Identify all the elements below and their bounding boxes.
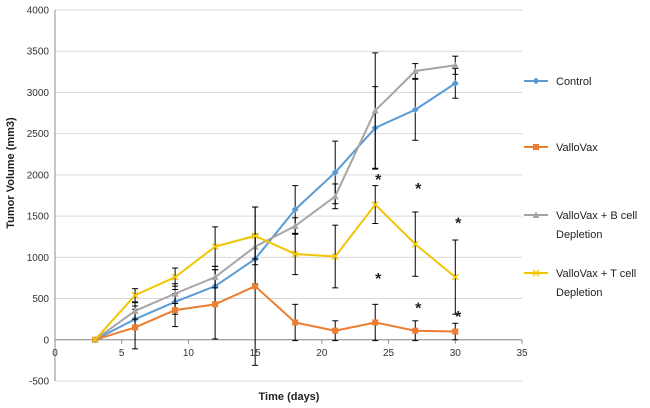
legend-swatch-marker-3-b xyxy=(532,269,540,277)
data-point-2-9 xyxy=(451,61,459,69)
y-tick-label-2500: 2500 xyxy=(27,129,50,140)
x-tick-label-5: 5 xyxy=(119,348,125,359)
legend-swatch-marker-2 xyxy=(532,211,540,218)
legend-label-3: ValloVax + T cell Depletion xyxy=(556,268,636,299)
y-tick-label-1500: 1500 xyxy=(27,212,50,223)
annotation-asterisk-2: * xyxy=(415,181,422,198)
legend-label-line-1-0: ValloVax xyxy=(556,142,598,154)
axes xyxy=(54,10,523,381)
data-point-2-3 xyxy=(211,273,219,281)
legend: Control ValloVax ValloVax + B cell Depletio… xyxy=(524,76,637,299)
data-point-3-8-b xyxy=(411,240,419,248)
legend-swatch-marker-3 xyxy=(532,269,540,277)
series-2 xyxy=(91,52,459,343)
data-point-2-6 xyxy=(331,192,339,200)
series-0 xyxy=(91,68,459,344)
data-point-0-6 xyxy=(331,168,339,176)
data-point-3-4-b xyxy=(251,232,259,240)
y-tick-label-3500: 3500 xyxy=(27,47,50,58)
series-line-0 xyxy=(94,82,456,341)
data-point-3-1-b xyxy=(131,291,139,299)
legend-swatch-marker-0 xyxy=(532,77,540,85)
y-tick-label-1000: 1000 xyxy=(27,253,50,264)
data-point-3-9-b xyxy=(451,273,459,281)
annotation-asterisk-1: * xyxy=(375,271,382,288)
y-tick-label-0: 0 xyxy=(43,335,49,346)
legend-label-1: ValloVax xyxy=(556,142,598,154)
data-point-3-5 xyxy=(291,250,299,258)
legend-swatch-marker-1 xyxy=(533,144,539,150)
legend-item-1: ValloVax xyxy=(524,142,598,154)
legend-label-0: Control xyxy=(556,76,591,88)
y-tick-label-4000: 4000 xyxy=(27,6,50,17)
data-point-3-5-b xyxy=(291,250,299,258)
data-point-3-6-b xyxy=(331,253,339,261)
data-point-3-3 xyxy=(211,243,219,251)
annotation-asterisk-4: * xyxy=(455,216,462,233)
data-point-1-8 xyxy=(412,327,419,334)
annotation-asterisk-5: * xyxy=(455,309,462,326)
data-point-0-9 xyxy=(451,79,459,87)
data-point-3-0 xyxy=(91,336,99,344)
data-point-0-8 xyxy=(411,106,419,114)
y-tick-label-2000: 2000 xyxy=(27,170,50,181)
x-tick-label-10: 10 xyxy=(183,348,195,359)
data-point-3-0-b xyxy=(91,336,99,344)
data-point-2-8 xyxy=(411,67,419,75)
data-point-3-6 xyxy=(331,253,339,261)
legend-label-line-3-0: ValloVax + T cell xyxy=(556,268,636,280)
data-point-3-3-b xyxy=(211,243,219,251)
data-point-3-7-b xyxy=(371,201,379,209)
data-point-2-1 xyxy=(131,307,139,314)
x-tick-label-0: 0 xyxy=(52,348,58,359)
data-point-3-8 xyxy=(411,240,419,248)
legend-label-line-2-0: ValloVax + B cell xyxy=(556,210,637,222)
legend-label-2: ValloVax + B cell Depletion xyxy=(556,210,637,241)
data-point-3-4 xyxy=(251,232,259,240)
data-point-3-7 xyxy=(371,201,379,209)
data-point-2-7 xyxy=(371,107,379,114)
data-point-3-1 xyxy=(131,291,139,299)
legend-item-0: Control xyxy=(524,76,591,88)
data-point-2-5 xyxy=(291,222,299,230)
data-point-3-2 xyxy=(171,273,179,281)
series-line-3 xyxy=(94,203,456,341)
annotation-asterisk-3: * xyxy=(415,301,422,318)
data-point-2-2 xyxy=(171,290,179,297)
series-line-2 xyxy=(94,64,456,341)
legend-label-line-2-1: Depletion xyxy=(556,229,602,241)
x-tick-label-25: 25 xyxy=(383,348,395,359)
series-1 xyxy=(92,206,459,366)
data-point-3-9 xyxy=(451,273,459,281)
data-point-1-7 xyxy=(372,319,379,326)
y-tick-label-3000: 3000 xyxy=(27,88,50,99)
x-axis-title: Time (days) xyxy=(259,391,320,403)
legend-item-3: ValloVax + T cell Depletion xyxy=(524,268,636,299)
data-point-0-5 xyxy=(291,206,299,214)
data-point-1-2 xyxy=(172,307,179,314)
data-series xyxy=(91,52,459,366)
data-point-1-9 xyxy=(452,328,459,335)
legend-item-2: ValloVax + B cell Depletion xyxy=(524,210,637,241)
data-point-1-4 xyxy=(252,283,259,290)
data-point-1-5 xyxy=(292,319,299,326)
annotation-asterisk-0: * xyxy=(375,172,382,189)
series-line-1 xyxy=(94,285,456,341)
data-point-1-3 xyxy=(212,301,219,308)
data-point-1-1 xyxy=(132,324,139,331)
y-tick-label-500: 500 xyxy=(32,294,49,305)
legend-label-line-0-0: Control xyxy=(556,76,591,88)
series-3 xyxy=(91,185,459,344)
legend-label-line-3-1: Depletion xyxy=(556,287,602,299)
y-axis-title: Tumor Volume (mm3) xyxy=(5,117,17,229)
x-tick-label-30: 30 xyxy=(450,348,462,359)
data-point-3-2-b xyxy=(171,273,179,281)
data-point-1-6 xyxy=(332,327,339,334)
y-tick-label--500: -500 xyxy=(29,377,49,388)
x-tick-label-20: 20 xyxy=(316,348,328,359)
significance-annotations: * * * * * * xyxy=(375,172,462,326)
x-tick-label-35: 35 xyxy=(516,348,528,359)
